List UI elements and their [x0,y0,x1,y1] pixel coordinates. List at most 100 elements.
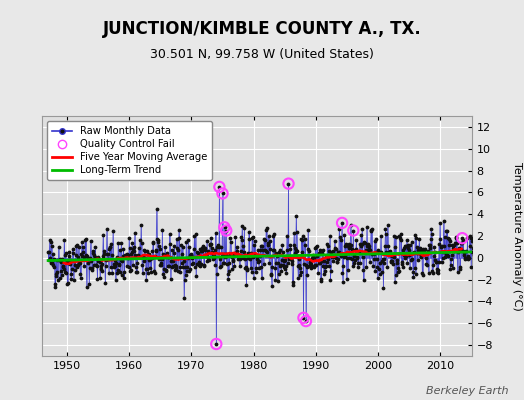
Point [470,232,478,238]
Point [165,254,173,260]
Point [220,260,228,266]
Point [107,241,116,247]
Point [92,262,100,268]
Point [82,284,91,290]
Point [264,240,272,246]
Point [367,228,376,235]
Point [401,243,409,249]
Point [265,260,274,266]
Point [375,249,383,255]
Point [64,260,73,266]
Point [386,248,394,254]
Point [268,282,276,289]
Point [395,233,403,239]
Point [139,253,147,260]
Point [279,262,287,268]
Point [135,252,144,259]
Point [67,276,75,282]
Point [170,243,179,249]
Point [202,252,211,258]
Point [263,225,271,231]
Point [234,253,243,259]
Point [160,274,168,280]
Point [384,243,392,249]
Point [360,239,368,246]
Point [191,264,199,270]
Point [220,224,228,230]
Point [411,271,420,277]
Point [77,275,85,281]
Point [86,238,95,244]
Point [371,268,379,274]
Point [239,248,248,255]
Point [88,267,96,273]
Point [105,246,114,252]
Point [376,260,385,266]
Point [166,230,174,237]
Point [113,254,122,260]
Point [352,237,361,244]
Point [297,236,305,242]
Point [406,242,414,249]
Point [257,243,265,249]
Point [92,262,101,268]
Point [163,262,172,269]
Point [104,251,112,258]
Point [44,249,52,256]
Point [287,256,295,262]
Text: Berkeley Earth: Berkeley Earth [426,386,508,396]
Point [396,231,405,237]
Point [64,249,73,255]
Point [79,249,88,255]
Point [52,273,61,280]
Point [242,264,250,270]
Point [150,270,159,276]
Point [456,266,464,272]
Point [114,267,122,273]
Point [227,253,236,260]
Point [248,234,257,240]
Point [453,269,462,276]
Point [162,267,170,274]
Point [210,255,218,261]
Text: JUNCTION/KIMBLE COUNTY A., TX.: JUNCTION/KIMBLE COUNTY A., TX. [103,20,421,38]
Point [128,240,136,246]
Point [252,269,260,275]
Point [407,256,416,263]
Point [126,250,135,257]
Point [418,246,426,253]
Point [133,260,141,266]
Point [402,236,411,243]
Point [174,247,182,253]
Point [466,234,475,241]
Point [330,252,338,258]
Point [340,254,348,260]
Point [277,268,286,274]
Point [301,242,309,248]
Point [190,233,199,239]
Point [282,270,290,276]
Point [207,235,215,241]
Point [366,259,374,266]
Point [253,253,261,260]
Point [58,272,66,278]
Point [103,251,112,257]
Point [145,257,153,263]
Point [361,249,369,255]
Point [456,240,465,247]
Point [234,251,242,258]
Point [435,259,444,265]
Point [345,244,353,251]
Point [204,255,213,262]
Point [78,253,86,260]
Point [86,254,94,261]
Point [342,276,351,282]
Point [47,260,55,266]
Point [184,237,192,243]
Point [444,242,453,249]
Point [272,259,280,266]
Point [318,250,326,256]
Point [322,263,331,269]
Point [441,254,449,260]
Point [248,234,256,241]
